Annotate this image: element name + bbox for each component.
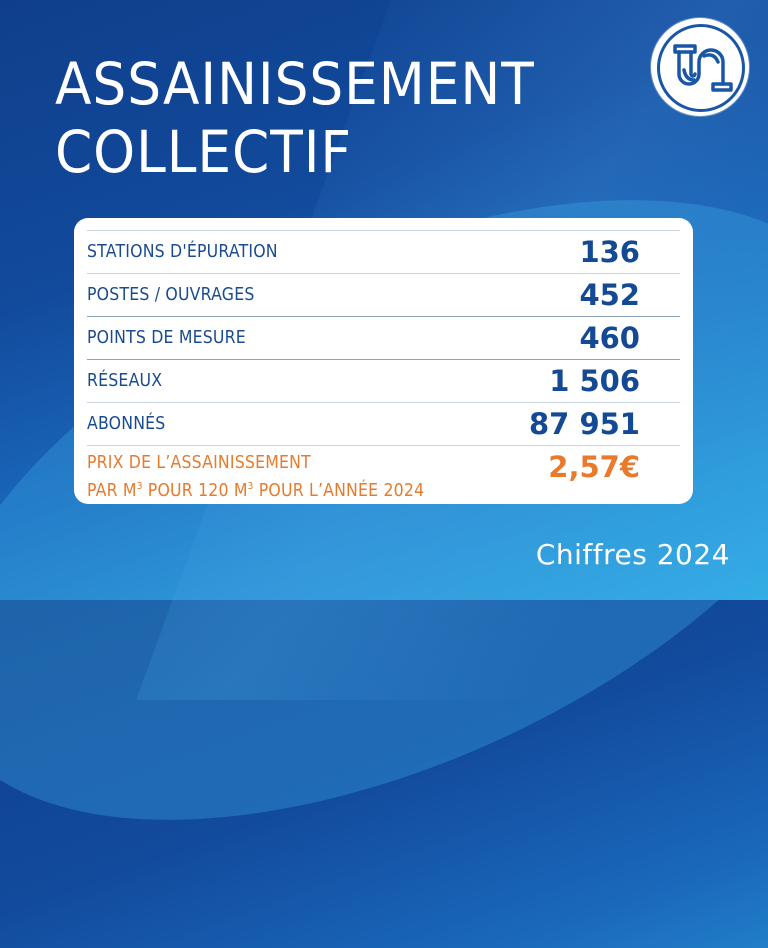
price-label-line-1: PRIX DE L’ASSAINISSEMENT [87, 453, 311, 473]
stat-value: 87 951 [529, 407, 640, 441]
stat-value: 136 [579, 235, 640, 269]
price-label: PRIX DE L’ASSAINISSEMENT PAR M3 POUR 120… [87, 452, 424, 503]
stat-row: ABONNÉS 87 951 [87, 402, 680, 445]
stat-row: POINTS DE MESURE 460 [87, 316, 680, 359]
footer-caption: Chiffres 2024 [535, 538, 730, 571]
logo [651, 18, 749, 116]
stat-value: 460 [579, 321, 640, 355]
stat-value: 452 [579, 278, 640, 312]
title-line-1: ASSAINISSEMENT [55, 50, 535, 118]
stat-label: POINTS DE MESURE [87, 328, 246, 348]
stat-label: RÉSEAUX [87, 371, 163, 391]
price-value: 2,57€ [548, 450, 640, 484]
stats-card: STATIONS D'ÉPURATION 136 POSTES / OUVRAG… [74, 218, 693, 504]
title-line-2: COLLECTIF [55, 118, 353, 186]
stat-value: 1 506 [549, 364, 640, 398]
stat-row: POSTES / OUVRAGES 452 [87, 273, 680, 316]
stat-row: RÉSEAUX 1 506 [87, 359, 680, 402]
stat-label: POSTES / OUVRAGES [87, 285, 255, 305]
stat-row: STATIONS D'ÉPURATION 136 [87, 230, 680, 273]
stat-label: STATIONS D'ÉPURATION [87, 242, 278, 262]
price-label-part: POUR 120 M [142, 481, 248, 501]
superscript: 3 [247, 481, 254, 492]
logo-ring [657, 24, 745, 112]
stat-label: ABONNÉS [87, 414, 166, 434]
price-label-part: POUR L’ANNÉE 2024 [253, 481, 425, 501]
superscript: 3 [136, 481, 143, 492]
price-row: PRIX DE L’ASSAINISSEMENT PAR M3 POUR 120… [87, 445, 680, 508]
pipe-icon [673, 44, 733, 92]
price-label-part: PAR M [87, 481, 137, 501]
page-title: ASSAINISSEMENT COLLECTIF [55, 50, 535, 186]
